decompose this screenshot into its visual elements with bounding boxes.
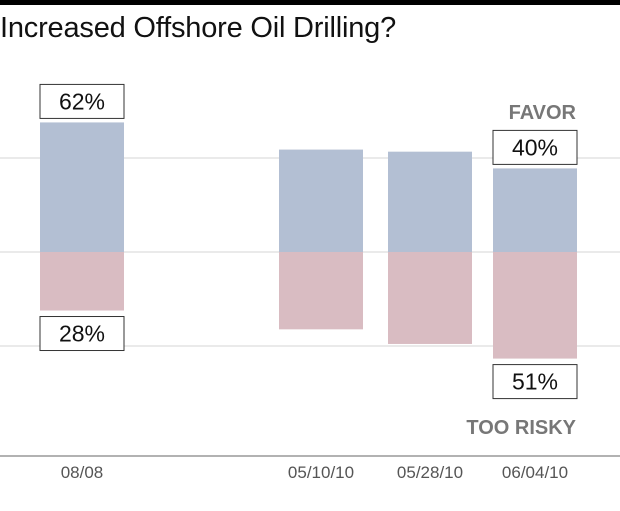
x-tick-label: 08/08: [61, 463, 104, 482]
top-rule: [0, 0, 620, 5]
data-label: 28%: [59, 321, 105, 347]
series-label-favor: FAVOR: [509, 102, 577, 124]
x-tick-label: 06/04/10: [502, 463, 568, 482]
bar-too-risky: [40, 252, 124, 311]
bar-too-risky: [493, 252, 577, 359]
bar-favor: [388, 151, 472, 252]
bar-favor: [279, 149, 363, 252]
data-label-box: [492, 129, 578, 165]
bar-too-risky: [279, 252, 363, 330]
x-tick-label: 05/10/10: [288, 463, 354, 482]
bar-favor: [40, 122, 124, 252]
data-label: 51%: [512, 369, 558, 395]
data-label: 62%: [59, 88, 105, 114]
data-label-box: [39, 83, 125, 119]
x-tick-label: 05/28/10: [397, 463, 463, 482]
chart-title: Increased Offshore Oil Drilling?: [0, 12, 397, 44]
series-label-too-risky: TOO RISKY: [466, 417, 576, 439]
bar-favor: [493, 168, 577, 252]
data-label-box: [492, 364, 578, 400]
data-label-box: [39, 316, 125, 352]
bar-too-risky: [388, 252, 472, 344]
data-label: 40%: [512, 134, 558, 160]
